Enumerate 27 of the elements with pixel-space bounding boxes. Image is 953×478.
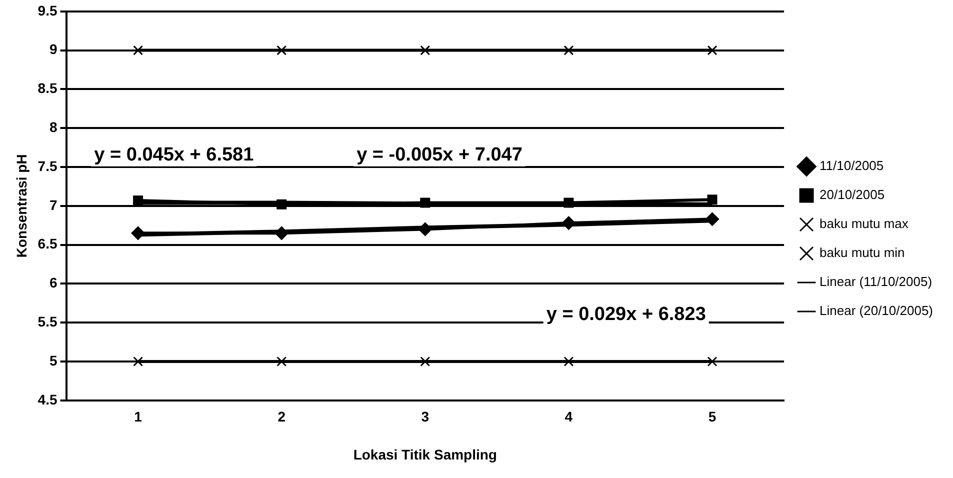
x-tick-label: 5	[708, 408, 716, 425]
x-tick-label: 3	[421, 408, 430, 425]
y-tick-label: 6	[49, 274, 58, 291]
y-tick-label: 7	[49, 196, 58, 213]
y-tick-label: 9.5	[38, 2, 58, 18]
legend-label: 11/10/2005	[820, 158, 884, 174]
y-tick-label: 4.5	[38, 391, 58, 408]
y-tick-label: 9	[49, 41, 58, 58]
annotation: y = -0.005x + 7.047	[356, 144, 522, 166]
y-tick-label: 8.5	[38, 80, 58, 96]
y-tick-label: 5.5	[38, 313, 58, 330]
y-tick-label: 6.5	[38, 236, 58, 252]
legend-label: baku mutu min	[820, 245, 905, 260]
x-axis-title: Lokasi Titik Sampling	[353, 446, 497, 462]
legend-label: Linear (11/10/2005)	[820, 274, 932, 290]
legend-label: Linear (20/10/2005)	[820, 303, 934, 318]
x-tick-label: 2	[278, 408, 286, 425]
y-tick-label: 5	[49, 352, 58, 368]
legend-label: baku mutu max	[820, 216, 909, 232]
y-tick-label: 8	[49, 118, 58, 135]
annotation: y = 0.045x + 6.581	[94, 144, 254, 166]
annotation: y = 0.029x + 6.823	[546, 304, 706, 326]
legend-label: 20/10/2005	[820, 187, 885, 202]
x-tick-label: 4	[564, 408, 573, 425]
y-tick-label: 7.5	[38, 158, 58, 174]
y-axis-title: Konsentrasi pH	[13, 154, 30, 258]
x-tick-label: 1	[134, 408, 142, 425]
